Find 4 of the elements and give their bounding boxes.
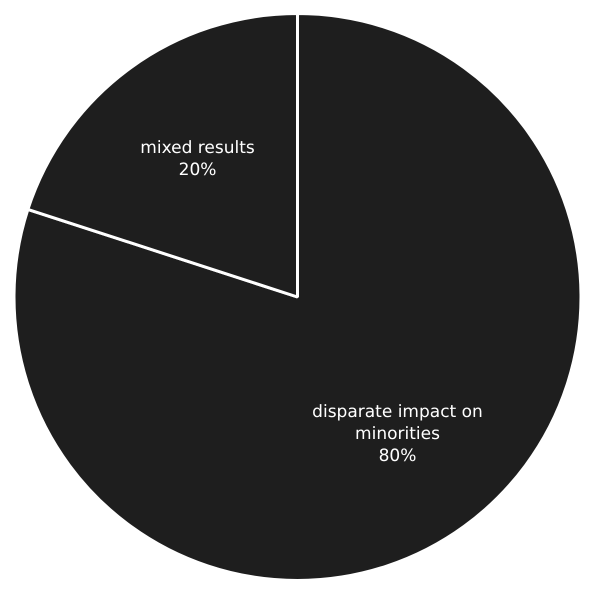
data-label: 20% [178, 160, 216, 180]
data-label: 80% [378, 446, 416, 466]
slice-label: disparate impact on minorities [312, 402, 483, 444]
slice-label: mixed results [140, 138, 255, 158]
